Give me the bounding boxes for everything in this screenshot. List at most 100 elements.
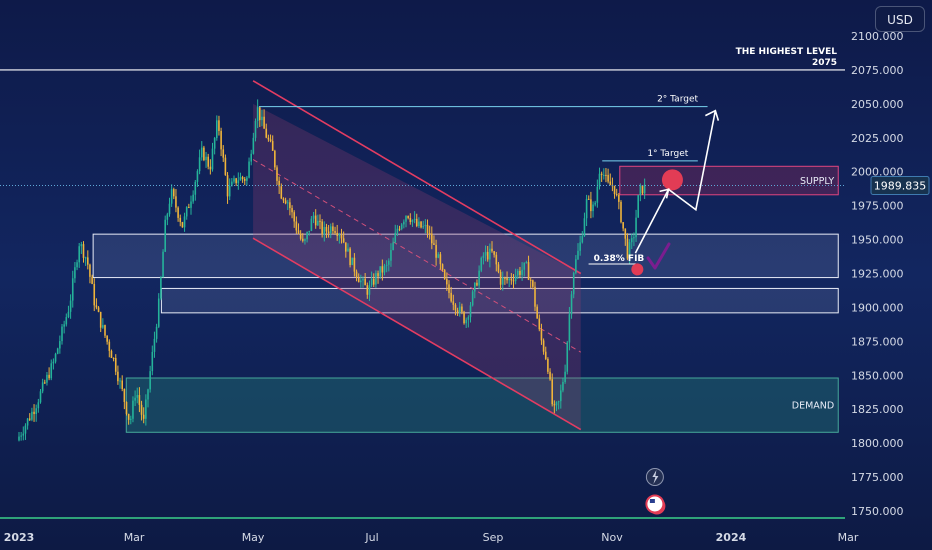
- candle-body: [78, 246, 80, 263]
- candle-body: [54, 353, 57, 362]
- candle-body: [228, 185, 231, 197]
- candle-body: [192, 194, 194, 202]
- x-tick-label: Mar: [124, 531, 145, 544]
- candle-body: [299, 233, 302, 239]
- x-tick-label: 2023: [4, 531, 35, 544]
- candle-body: [319, 220, 321, 222]
- candle-body: [155, 326, 158, 339]
- candle-body: [628, 242, 631, 259]
- candle-body: [564, 371, 566, 383]
- candle-body: [211, 148, 214, 170]
- candle-body: [643, 184, 646, 194]
- candle-body: [243, 178, 246, 181]
- candle-body: [220, 130, 222, 150]
- candle-body: [61, 326, 63, 342]
- candle-body: [562, 382, 564, 391]
- candle-body: [368, 285, 371, 295]
- candle-body: [372, 278, 375, 285]
- candle-body: [325, 226, 328, 232]
- x-tick-label: Mar: [838, 531, 859, 544]
- candle-body: [149, 371, 151, 390]
- candle-body: [310, 218, 313, 231]
- candle-body: [106, 335, 108, 342]
- candle-body: [471, 291, 474, 306]
- candle-body: [177, 207, 179, 218]
- candle-body: [568, 314, 571, 343]
- candle-body: [145, 399, 147, 419]
- candle-body: [446, 278, 448, 285]
- candle-body: [579, 242, 581, 251]
- candle-body: [572, 272, 575, 295]
- candle-body: [48, 374, 50, 379]
- candle-body: [312, 215, 315, 219]
- candle-body: [624, 228, 627, 239]
- channel-lower-line: [252, 237, 582, 431]
- candle-body: [334, 231, 336, 233]
- channel-mid-line: [252, 159, 582, 353]
- candle-body: [304, 239, 306, 241]
- candle-body: [575, 259, 577, 273]
- candle-body: [609, 181, 612, 186]
- candle-body: [523, 262, 526, 270]
- candle-body: [50, 363, 53, 379]
- candle-body: [306, 231, 308, 240]
- candle-body: [381, 266, 384, 273]
- candle-body: [454, 304, 457, 311]
- candle-body: [615, 194, 618, 196]
- candle-body: [41, 382, 44, 392]
- candle-body: [224, 157, 227, 176]
- y-tick-label: 1825.000: [851, 403, 904, 416]
- price-badge-label: 1989.835: [874, 180, 927, 193]
- candle-body: [557, 401, 560, 403]
- candle-body: [97, 307, 100, 312]
- candle-body: [549, 371, 551, 380]
- candle-body: [31, 411, 33, 420]
- candle-body: [450, 292, 452, 302]
- candle-body: [458, 306, 461, 313]
- candle-body: [99, 311, 102, 328]
- candle-body: [349, 248, 351, 265]
- candle-body: [527, 262, 530, 280]
- candle-body: [441, 264, 444, 271]
- candle-body: [216, 120, 218, 139]
- candle-body: [289, 202, 291, 209]
- candle-body: [570, 294, 573, 315]
- candle-body: [332, 226, 334, 232]
- candle-body: [151, 351, 154, 372]
- fib-marker: [631, 263, 644, 276]
- candle-body: [598, 173, 601, 187]
- candle-body: [254, 120, 257, 138]
- candle-body: [581, 236, 584, 243]
- candle-body: [231, 181, 233, 186]
- candle-body: [82, 244, 85, 258]
- candle-body: [517, 270, 519, 276]
- candle-body: [439, 254, 442, 265]
- candle-body: [482, 255, 485, 258]
- candle-body: [132, 400, 134, 419]
- candle-body: [514, 275, 517, 281]
- x-tick-label: Jul: [364, 531, 378, 544]
- currency-button[interactable]: USD: [875, 6, 925, 32]
- candle-body: [74, 267, 76, 279]
- candle-body: [119, 380, 121, 382]
- candle-body: [388, 260, 390, 265]
- candle-body: [409, 218, 412, 223]
- candle-body: [396, 228, 399, 233]
- candle-body: [263, 116, 265, 129]
- candle-body: [56, 348, 59, 354]
- candle-body: [499, 271, 502, 285]
- zone-label-supply: SUPPLY: [800, 176, 834, 187]
- candle-body: [222, 149, 225, 158]
- target-label-1: 1° Target: [647, 149, 688, 159]
- candle-body: [547, 358, 549, 372]
- candle-body: [626, 238, 629, 259]
- candle-body: [265, 128, 268, 138]
- candle-body: [340, 234, 343, 239]
- candle-body: [347, 248, 349, 252]
- candle-body: [587, 198, 590, 200]
- candle-body: [33, 411, 35, 415]
- y-tick-label: 1875.000: [851, 335, 904, 348]
